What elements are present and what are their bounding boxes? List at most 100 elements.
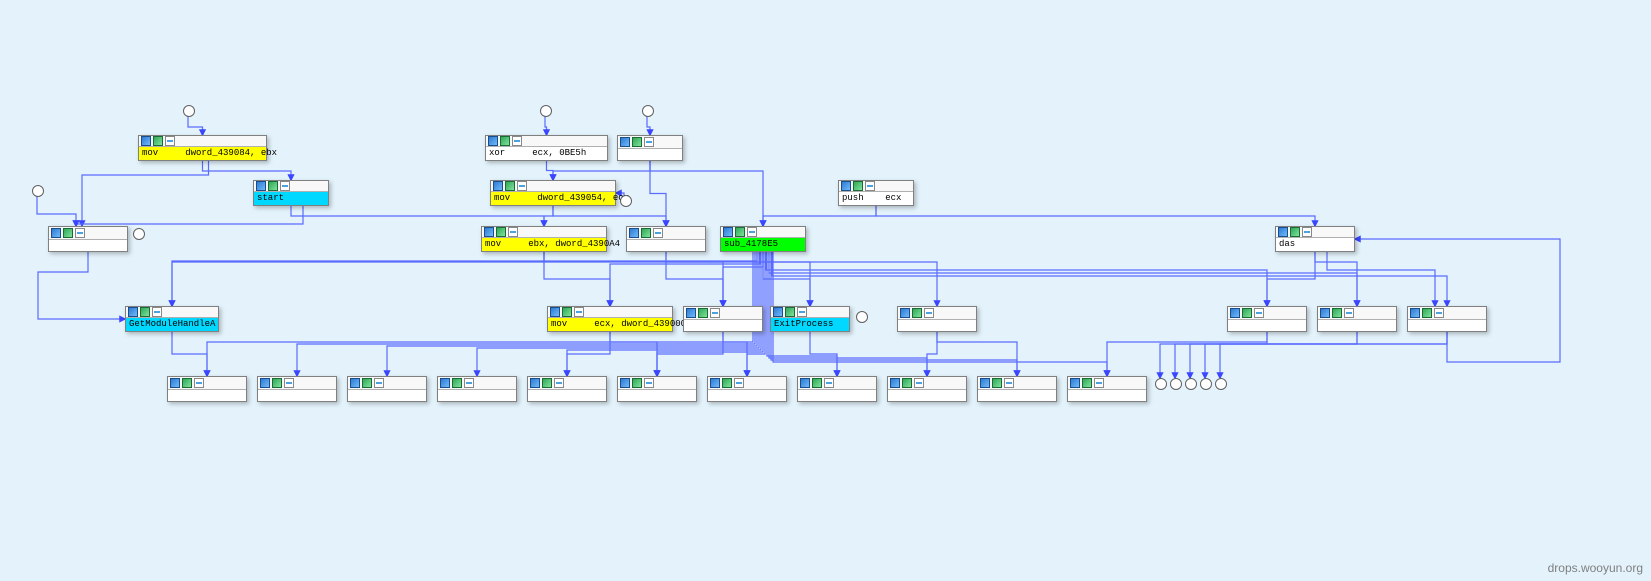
node-titlebar[interactable] [627,227,705,240]
node-titlebar[interactable] [126,307,218,318]
node-titlebar[interactable] [528,377,606,390]
toolbar-icon-2[interactable] [140,307,150,317]
node-titlebar[interactable] [548,307,672,318]
toolbar-icon-1[interactable] [620,378,630,388]
toolbar-icon-2[interactable] [641,228,651,238]
toolbar-icon-3[interactable] [374,378,384,388]
toolbar-icon-3[interactable] [734,378,744,388]
bb-node-n9[interactable] [626,226,706,252]
bb-node-n12[interactable]: GetModuleHandleA [125,306,219,332]
toolbar-icon-1[interactable] [530,378,540,388]
node-titlebar[interactable] [1068,377,1146,390]
toolbar-icon-1[interactable] [1320,308,1330,318]
toolbar-icon-3[interactable] [865,181,875,191]
toolbar-icon-3[interactable] [464,378,474,388]
toolbar-icon-1[interactable] [890,378,900,388]
bb-node-n8[interactable]: mov ebx, dword_4390A4 [481,226,607,252]
node-titlebar[interactable] [978,377,1056,390]
node-titlebar[interactable] [708,377,786,390]
bb-node-n6[interactable]: push ecx [838,180,914,206]
toolbar-icon-1[interactable] [629,228,639,238]
toolbar-icon-1[interactable] [350,378,360,388]
toolbar-icon-1[interactable] [484,227,494,237]
bb-node-n14[interactable] [683,306,763,332]
toolbar-icon-3[interactable] [644,137,654,147]
toolbar-icon-3[interactable] [653,228,663,238]
toolbar-icon-2[interactable] [1082,378,1092,388]
bb-node-n10[interactable]: sub_4178E5 [720,226,806,252]
node-titlebar[interactable] [168,377,246,390]
toolbar-icon-3[interactable] [165,136,175,146]
toolbar-icon-1[interactable] [686,308,696,318]
toolbar-icon-3[interactable] [710,308,720,318]
toolbar-icon-3[interactable] [1004,378,1014,388]
toolbar-icon-1[interactable] [260,378,270,388]
toolbar-icon-3[interactable] [75,228,85,238]
graph-canvas[interactable]: mov dword_439084, ebxxor ecx, 0BE5hstart… [0,0,1651,581]
bb-node-n20[interactable] [167,376,247,402]
bb-node-n22[interactable] [347,376,427,402]
toolbar-icon-2[interactable] [902,378,912,388]
bb-node-n18[interactable] [1317,306,1397,332]
node-titlebar[interactable] [1228,307,1306,320]
toolbar-icon-1[interactable] [488,136,498,146]
bb-node-n27[interactable] [797,376,877,402]
toolbar-icon-2[interactable] [1290,227,1300,237]
bb-node-n3[interactable] [617,135,683,161]
toolbar-icon-1[interactable] [620,137,630,147]
node-titlebar[interactable] [771,307,849,318]
toolbar-icon-1[interactable] [170,378,180,388]
toolbar-icon-1[interactable] [550,307,560,317]
toolbar-icon-3[interactable] [284,378,294,388]
toolbar-icon-3[interactable] [797,307,807,317]
toolbar-icon-2[interactable] [912,308,922,318]
toolbar-icon-3[interactable] [644,378,654,388]
toolbar-icon-1[interactable] [141,136,151,146]
toolbar-icon-1[interactable] [900,308,910,318]
bb-node-n23[interactable] [437,376,517,402]
toolbar-icon-1[interactable] [128,307,138,317]
toolbar-icon-2[interactable] [272,378,282,388]
node-titlebar[interactable] [618,377,696,390]
bb-node-n19[interactable] [1407,306,1487,332]
node-titlebar[interactable] [1318,307,1396,320]
toolbar-icon-1[interactable] [800,378,810,388]
node-titlebar[interactable] [1408,307,1486,320]
bb-node-n25[interactable] [617,376,697,402]
bb-node-n5[interactable]: mov dword_439054, ecx [490,180,616,206]
toolbar-icon-3[interactable] [1344,308,1354,318]
bb-node-n13[interactable]: mov ecx, dword_439000 [547,306,673,332]
bb-node-n26[interactable] [707,376,787,402]
node-titlebar[interactable] [491,181,615,192]
toolbar-icon-1[interactable] [980,378,990,388]
toolbar-icon-1[interactable] [1070,378,1080,388]
toolbar-icon-1[interactable] [723,227,733,237]
toolbar-icon-3[interactable] [1254,308,1264,318]
toolbar-icon-2[interactable] [452,378,462,388]
toolbar-icon-2[interactable] [542,378,552,388]
toolbar-icon-1[interactable] [440,378,450,388]
toolbar-icon-2[interactable] [362,378,372,388]
toolbar-icon-2[interactable] [853,181,863,191]
toolbar-icon-2[interactable] [562,307,572,317]
bb-node-n30[interactable] [1067,376,1147,402]
toolbar-icon-3[interactable] [512,136,522,146]
toolbar-icon-1[interactable] [841,181,851,191]
toolbar-icon-2[interactable] [268,181,278,191]
toolbar-icon-2[interactable] [812,378,822,388]
node-titlebar[interactable] [618,136,682,149]
toolbar-icon-2[interactable] [992,378,1002,388]
bb-node-n1[interactable]: mov dword_439084, ebx [138,135,267,161]
bb-node-n7[interactable] [48,226,128,252]
node-titlebar[interactable] [888,377,966,390]
node-titlebar[interactable] [258,377,336,390]
toolbar-icon-3[interactable] [194,378,204,388]
node-titlebar[interactable] [1276,227,1354,238]
toolbar-icon-2[interactable] [500,136,510,146]
bb-node-n16[interactable] [897,306,977,332]
toolbar-icon-2[interactable] [735,227,745,237]
bb-node-n15[interactable]: ExitProcess [770,306,850,332]
toolbar-icon-1[interactable] [710,378,720,388]
toolbar-icon-2[interactable] [1332,308,1342,318]
toolbar-icon-2[interactable] [496,227,506,237]
